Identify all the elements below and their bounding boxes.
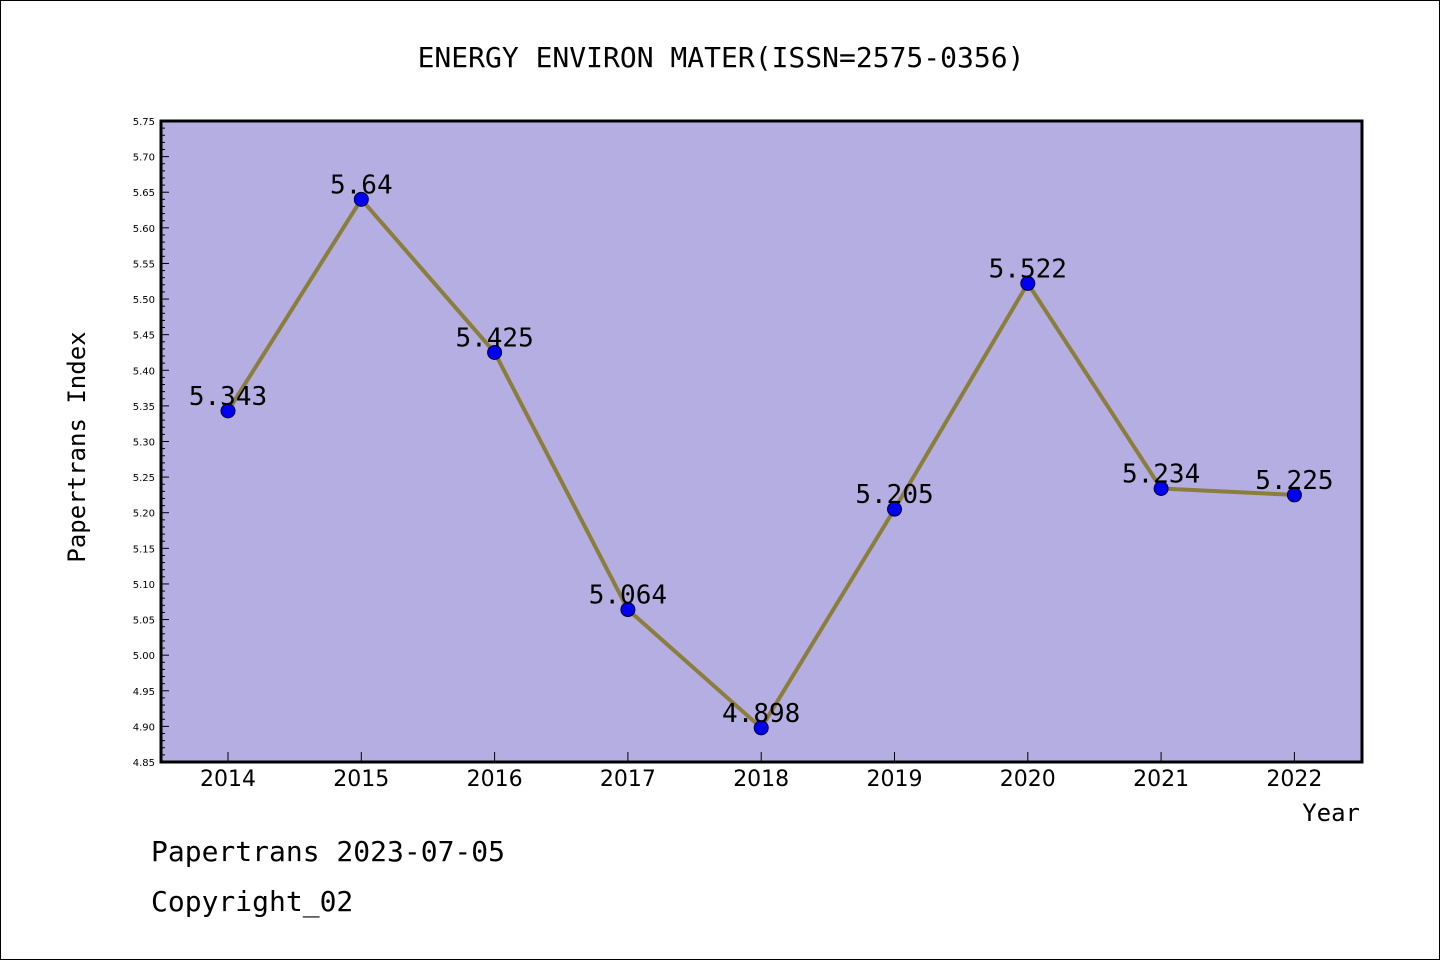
- x-tick-label: 2021: [1133, 767, 1189, 792]
- x-tick-label: 2020: [1000, 767, 1056, 792]
- data-point: [1153, 481, 1169, 497]
- data-label: 5.343: [189, 382, 267, 412]
- series-layer: 5.343 5.64 5.425 5.064 4.898 5.205 5.522 5.234 5…: [189, 170, 1334, 736]
- x-tick-label: 2015: [333, 767, 389, 792]
- data-label: 5.64: [330, 170, 393, 200]
- data-point: [353, 191, 369, 207]
- data-point: [1020, 275, 1036, 291]
- y-axis-label: Papertrans Index: [63, 331, 91, 562]
- chart-title: ENERGY ENVIRON MATER(ISSN=2575-0356): [418, 41, 1025, 74]
- y-tick-label: 5.75: [133, 117, 155, 128]
- data-point: [487, 344, 503, 360]
- y-tick-label: 5.25: [133, 473, 155, 484]
- x-tick-label: 2018: [733, 767, 789, 792]
- data-point: [753, 720, 769, 736]
- y-tick-label: 5.30: [133, 438, 155, 449]
- data-label: 5.225: [1255, 466, 1333, 496]
- y-tick-label: 5.50: [133, 295, 155, 306]
- y-tick-label: 4.95: [133, 687, 155, 698]
- data-point: [887, 501, 902, 517]
- data-label: 5.064: [589, 581, 667, 611]
- y-tick-label: 5.70: [133, 153, 155, 164]
- data-label: 5.522: [989, 254, 1067, 284]
- y-axis: 4.85 4.90 4.95 5.00 5.05 5.10 5.15 5.20 5.25 5.30…: [133, 117, 169, 769]
- y-tick-label: 5.00: [133, 651, 155, 662]
- y-tick-label: 5.10: [133, 580, 155, 591]
- x-tick-label: 2019: [867, 767, 923, 792]
- data-label: 5.234: [1122, 460, 1200, 490]
- y-tick-label: 5.65: [133, 188, 155, 199]
- x-tick-label: 2016: [467, 767, 523, 792]
- y-tick-label: 5.55: [133, 259, 155, 270]
- x-tick-label: 2014: [200, 767, 256, 792]
- y-tick-label: 5.40: [133, 366, 155, 377]
- y-tick-label: 5.20: [133, 509, 155, 520]
- y-tick-label: 5.60: [133, 224, 155, 235]
- x-tick-label: 2017: [600, 767, 656, 792]
- data-label: 5.425: [455, 323, 533, 353]
- y-tick-label: 4.90: [133, 722, 155, 733]
- data-point: [620, 602, 636, 618]
- x-axis-label: Year: [1302, 799, 1360, 827]
- data-label: 4.898: [722, 699, 800, 729]
- plot-area: [159, 119, 1364, 764]
- y-tick-label: 5.35: [133, 402, 155, 413]
- y-tick-label: 5.15: [133, 544, 155, 555]
- footer-date: Papertrans 2023-07-05: [151, 835, 506, 868]
- data-point: [220, 403, 236, 419]
- x-axis: 2014 2015 2016 2017 2018 2019 2020 2021 2022: [200, 752, 1322, 792]
- y-tick-label: 5.45: [133, 331, 155, 342]
- y-tick-label: 5.05: [133, 616, 155, 627]
- data-point: [1286, 487, 1302, 503]
- data-label: 5.205: [855, 480, 933, 510]
- y-tick-label: 4.85: [133, 758, 155, 769]
- x-tick-label: 2022: [1266, 767, 1322, 792]
- footer-copyright: Copyright_02: [151, 885, 354, 918]
